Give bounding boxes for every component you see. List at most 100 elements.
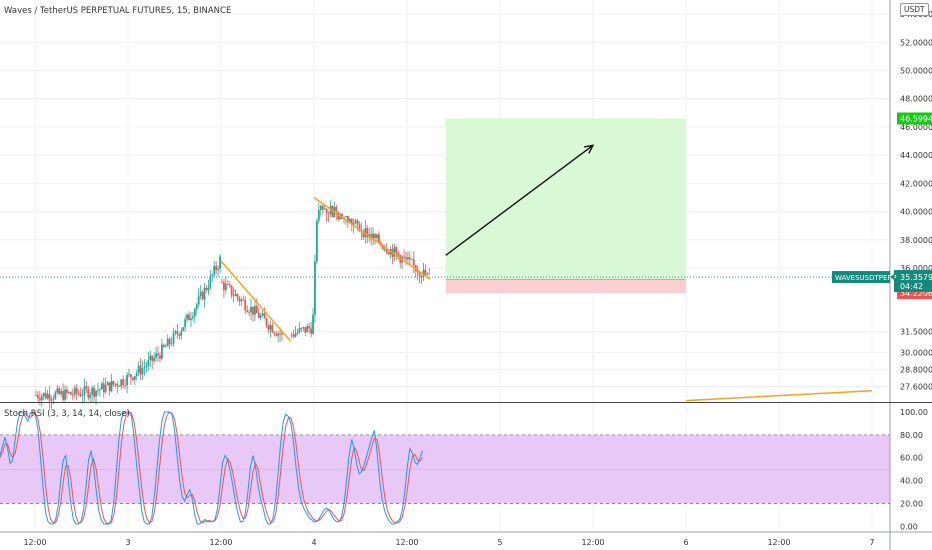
candle-body [341, 213, 343, 219]
x-tick-label: 3 [125, 538, 130, 547]
candle-body [205, 287, 208, 290]
candle-body [244, 300, 247, 311]
candle-body [180, 330, 183, 336]
candle-body [356, 220, 359, 225]
candle-body [215, 265, 218, 270]
candle-body [184, 319, 187, 328]
candle-body [93, 387, 95, 397]
candle-body [395, 247, 398, 253]
candle-body [60, 391, 63, 395]
candle-body [317, 210, 320, 221]
candle-body [89, 394, 92, 398]
candle-body [79, 393, 82, 397]
candle-body [52, 398, 55, 400]
candle-body [335, 206, 338, 212]
candle-body [424, 269, 427, 275]
x-tick-label: 12:00 [209, 538, 232, 547]
candle-body [124, 385, 126, 386]
candle-body [157, 353, 159, 356]
candle-body [327, 213, 330, 215]
osc-y-tick-label: 100.00 [900, 408, 928, 417]
candle-body [126, 374, 128, 386]
candle-body [321, 205, 324, 210]
candle-body [387, 252, 390, 255]
drawings [220, 144, 873, 402]
candle-body [178, 333, 181, 336]
candle-body [162, 344, 165, 347]
candle-body [190, 318, 192, 321]
candle-body [104, 385, 107, 393]
candle-body [302, 327, 305, 329]
candle-body [370, 234, 373, 240]
candle-body [46, 394, 49, 399]
x-tick-label: 5 [497, 538, 502, 547]
candle-body [230, 285, 233, 296]
candle-body [298, 328, 301, 333]
candle-body [209, 275, 212, 288]
y-tick-label: 48.0000 [900, 95, 932, 104]
candle-body [37, 395, 39, 399]
indicator-title: Stoch RSI (3, 3, 14, 14, close) [4, 409, 130, 419]
candle-body [426, 273, 429, 275]
candle-body [62, 391, 64, 400]
arrow-head [584, 144, 595, 154]
candle-body [290, 334, 293, 336]
candle-body [40, 396, 43, 401]
candle-body [300, 328, 303, 329]
countdown-label: 04:42 [900, 282, 923, 291]
candles [35, 200, 431, 409]
currency-unit-button[interactable]: USDT [900, 3, 929, 16]
y-tick-label: 52.0000 [900, 38, 932, 47]
candle-body [407, 257, 409, 260]
candle-body [186, 314, 188, 320]
candle-body [306, 326, 309, 333]
last-price-box [894, 270, 932, 293]
candle-body [108, 382, 111, 392]
candle-body [85, 386, 88, 389]
candle-body [161, 344, 163, 359]
osc-y-tick-label: 20.00 [900, 499, 923, 508]
candle-body [110, 380, 113, 392]
candle-body [91, 387, 94, 395]
candle-body [95, 390, 97, 397]
candle-body [348, 218, 351, 223]
candle-body [193, 309, 196, 317]
candle-body [226, 283, 229, 285]
candle-body [118, 386, 121, 388]
y-tick-label: 40.0000 [900, 208, 932, 217]
candle-body [97, 390, 99, 391]
candle-body [135, 372, 138, 376]
candle-body [188, 314, 190, 321]
candle-body [151, 355, 154, 361]
candle-body [294, 333, 297, 337]
candle-body [139, 365, 142, 375]
osc-y-tick-label: 80.00 [900, 431, 923, 440]
candle-body [176, 331, 179, 334]
symbol-tag-bg [832, 271, 890, 284]
candle-body [410, 259, 413, 261]
candle-body [201, 291, 204, 300]
candle-body [397, 252, 400, 256]
chart-title: Waves / TetherUS PERPETUAL FUTURES, 15, … [4, 6, 232, 16]
candle-body [376, 234, 378, 238]
candle-body [275, 333, 278, 336]
y-tick-label: 28.8000 [900, 366, 932, 375]
candle-body [68, 392, 70, 393]
candle-body [170, 343, 173, 345]
y-tick-label: 42.0000 [900, 179, 932, 188]
candle-body [277, 333, 280, 336]
symbol-tag: WAVESUSDTPERP [835, 274, 897, 282]
candle-body [374, 233, 376, 238]
candle-body [254, 305, 256, 315]
candle-body [347, 215, 349, 223]
candle-body [257, 313, 260, 319]
candle-body [292, 334, 295, 337]
candle-body [120, 379, 123, 387]
candle-body [393, 247, 396, 257]
candle-body [416, 271, 419, 273]
loss-zone [445, 279, 686, 294]
candle-body [38, 398, 41, 401]
candle-body [58, 388, 61, 395]
candle-body [263, 313, 266, 319]
